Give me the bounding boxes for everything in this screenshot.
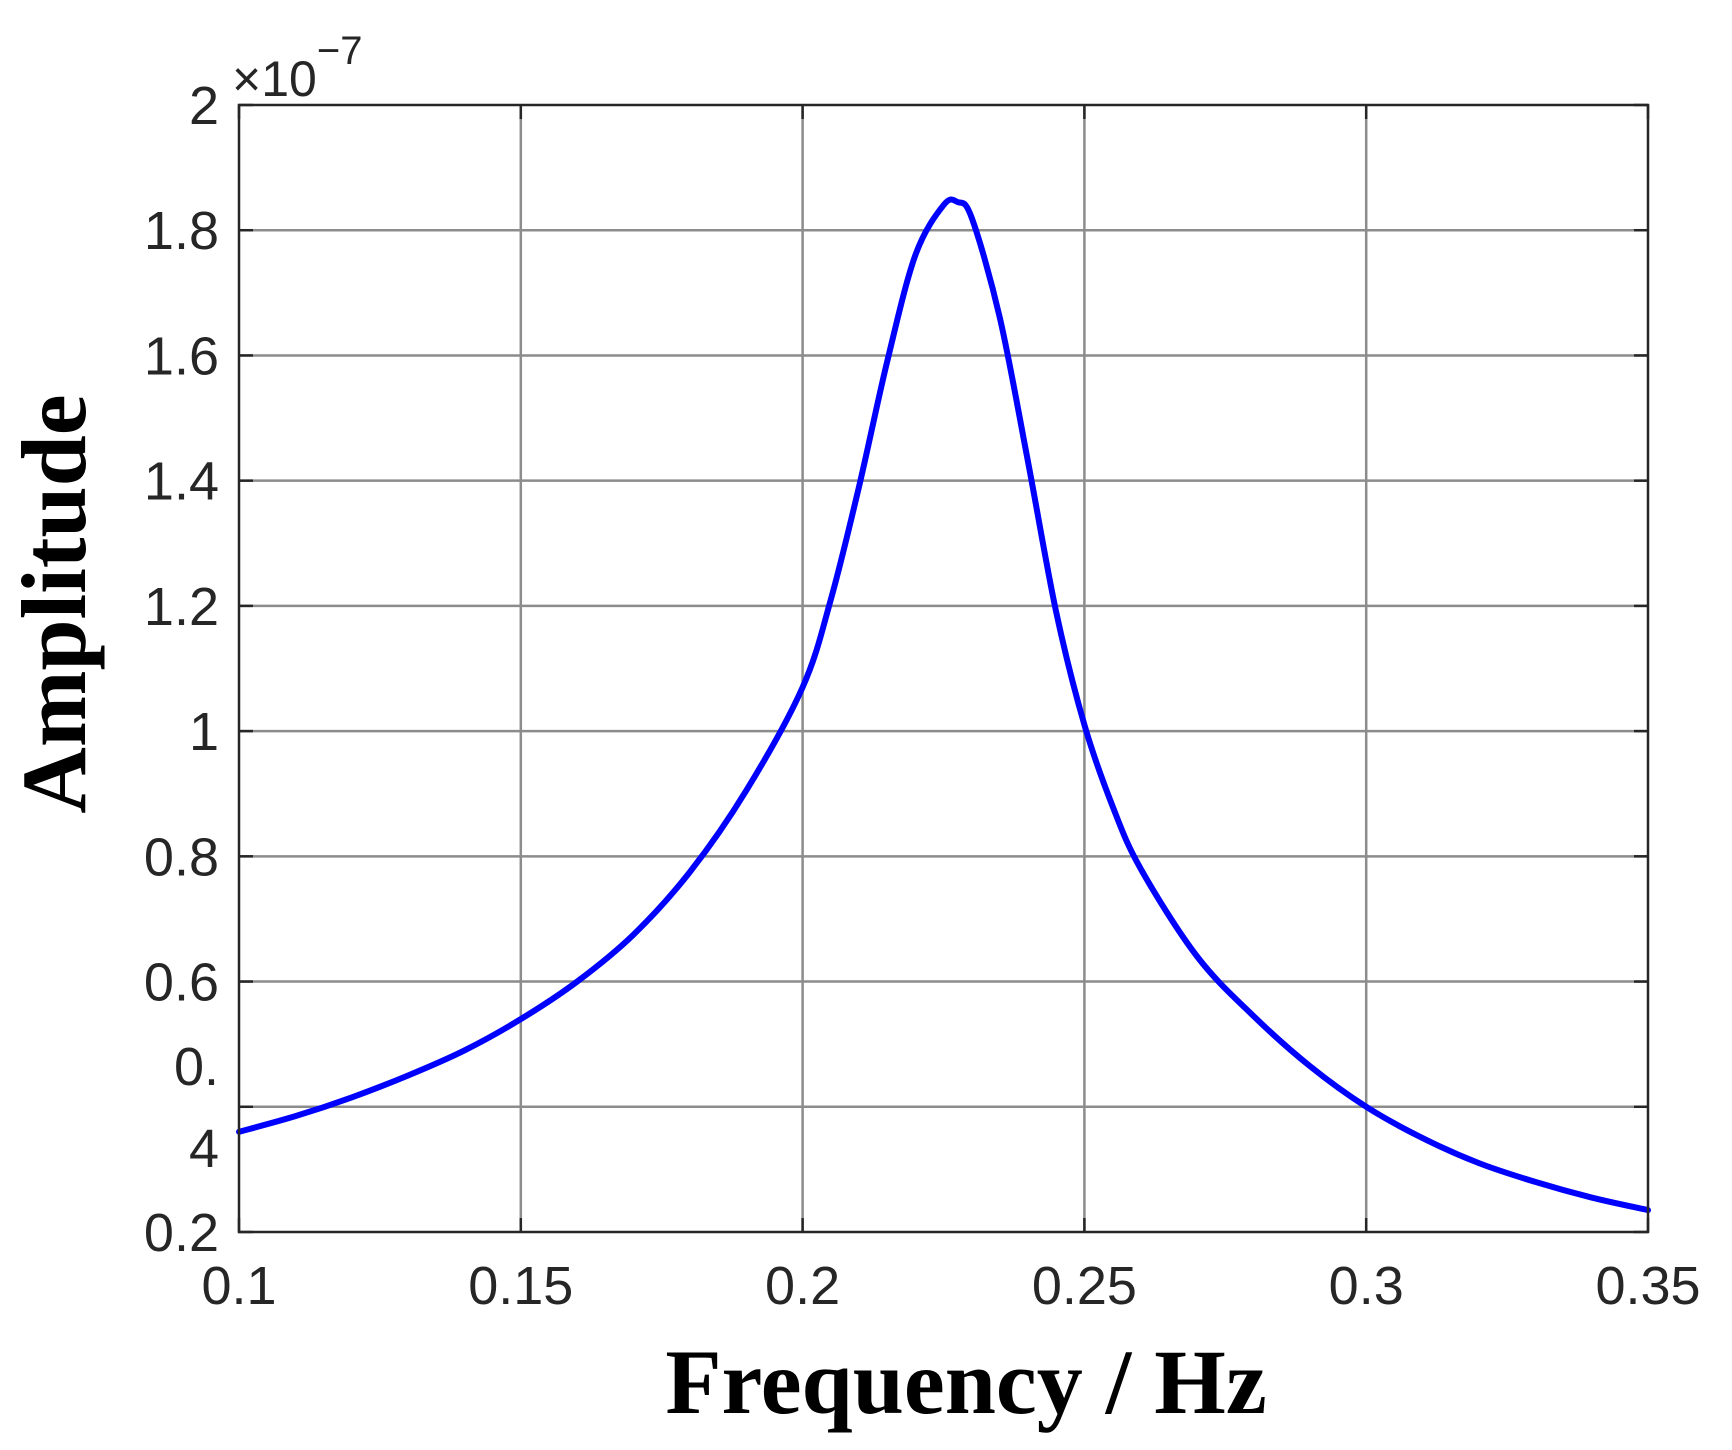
y-tick-label: 1.6 — [144, 326, 219, 386]
multiplier-exponent: −7 — [317, 29, 363, 73]
y-tick-label: 1.2 — [144, 577, 219, 637]
y-tick-label: 0.6 — [144, 953, 219, 1013]
y-axis-title: Amplitude — [3, 394, 105, 813]
x-axis-title: Frequency / Hz — [665, 1331, 1266, 1433]
y-tick-label: 1.8 — [144, 201, 219, 261]
x-axis-ticks: 0.1 0.15 0.2 0.25 0.3 0.35 — [201, 105, 1701, 1316]
x-tick-label: 0.35 — [1595, 1256, 1700, 1316]
y-axis-multiplier: ×10−7 — [232, 29, 362, 107]
x-tick-label: 0.3 — [1329, 1256, 1404, 1316]
y-tick-label: 0. 4 — [174, 1037, 219, 1179]
x-tick-label: 0.15 — [468, 1256, 573, 1316]
multiplier-base: 10 — [261, 51, 317, 107]
series-layer — [236, 196, 1651, 1214]
plot-frame — [237, 103, 1650, 1234]
y-tick-label: 0.2 — [144, 1203, 219, 1263]
multiplier-times: × — [232, 51, 261, 107]
x-tick-label: 0.2 — [765, 1256, 840, 1316]
y-tick-label: 2 — [189, 76, 219, 136]
y-tick-label: 0.8 — [144, 827, 219, 887]
x-tick-label: 0.1 — [201, 1256, 276, 1316]
x-tick-label: 0.25 — [1032, 1256, 1137, 1316]
y-axis-ticks: 0.2 0. 4 0.6 0.8 1 1.2 1.4 1.6 1.8 2 — [144, 76, 1648, 1263]
grid — [239, 105, 1648, 1232]
y-tick-label: 1 — [189, 702, 219, 762]
series-line — [236, 196, 1651, 1214]
y-tick-label: 1.4 — [144, 452, 219, 512]
